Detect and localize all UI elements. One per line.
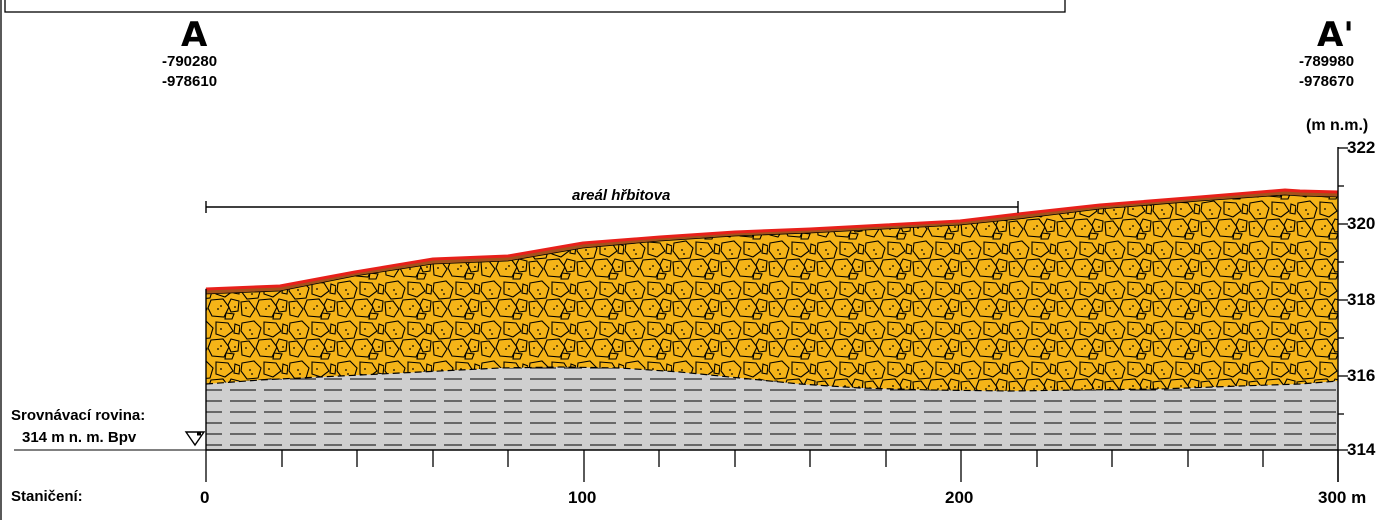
point-a-prime-label: A' [1317, 15, 1354, 55]
station-label: 200 [945, 488, 974, 507]
gravel-layer [206, 195, 1338, 391]
elevation-ticks [1338, 147, 1348, 451]
point-a-label: A [181, 15, 208, 55]
point-a-prime-coord-x: -789980 [1299, 53, 1355, 70]
elevation-tick-label: 322 [1347, 138, 1376, 157]
point-a-prime-coord-y: -978670 [1299, 73, 1355, 90]
point-a-coord-y: -978610 [162, 73, 218, 90]
clay-layer [206, 367, 1338, 450]
datum-marker-icon [184, 431, 206, 447]
station-label: 0 [200, 488, 210, 507]
station-label: 100 [568, 488, 597, 507]
datum-label-line2: 314 m n. m. Bpv [22, 429, 137, 446]
elevation-tick-label: 314 [1347, 440, 1376, 459]
elevation-tick-label: 318 [1347, 290, 1376, 309]
title-frame [4, 0, 1066, 13]
zone-label: areál hřbitova [572, 187, 671, 204]
elevation-tick-label: 316 [1347, 366, 1376, 385]
zone-bracket [205, 201, 1019, 213]
elevation-unit-label: (m n.m.) [1306, 117, 1369, 134]
terrain-surface-line [205, 188, 1339, 291]
datum-label-line1: Srovnávací rovina: [11, 407, 146, 424]
station-ticks [205, 450, 1339, 482]
station-label: 300 m [1318, 488, 1367, 507]
elevation-tick-label: 320 [1347, 214, 1376, 233]
layer-boundary [205, 366, 1339, 392]
stationing-label: Staničení: [11, 488, 83, 505]
point-a-coord-x: -790280 [162, 53, 218, 70]
